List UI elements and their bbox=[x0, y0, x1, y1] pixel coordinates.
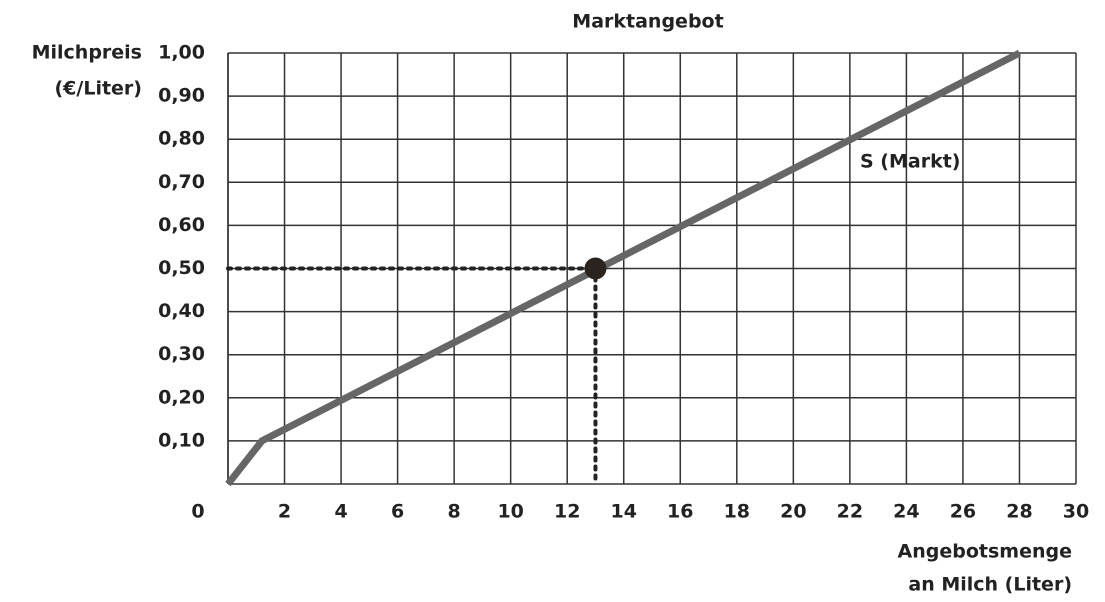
y-tick-label: 0,50 bbox=[158, 257, 205, 279]
y-tick-label: 1,00 bbox=[158, 42, 205, 64]
y-tick-label: 0,30 bbox=[158, 343, 205, 365]
x-tick-label: 4 bbox=[334, 501, 347, 523]
x-axis-label: Angebotsmenge bbox=[898, 541, 1072, 563]
x-tick-label: 24 bbox=[893, 501, 919, 523]
y-tick-label: 0,10 bbox=[158, 429, 205, 451]
series-line bbox=[225, 49, 1022, 487]
x-tick-label: 16 bbox=[667, 501, 693, 523]
x-tick-label: 14 bbox=[611, 501, 637, 523]
x-tick-label: 10 bbox=[497, 501, 523, 523]
x-tick-label: 22 bbox=[837, 501, 863, 523]
x-tick-label: 20 bbox=[780, 501, 806, 523]
x-tick-label: 6 bbox=[391, 501, 404, 523]
x-tick-label: 12 bbox=[554, 501, 580, 523]
x-tick-label: 30 bbox=[1063, 501, 1089, 523]
x-tick-label: 2 bbox=[278, 501, 291, 523]
x-tick-label: 8 bbox=[448, 501, 461, 523]
x-tick-label: 28 bbox=[1006, 501, 1032, 523]
y-tick-label: 0,90 bbox=[158, 85, 205, 107]
x-tick-label: 18 bbox=[724, 501, 750, 523]
series-label: S (Markt) bbox=[860, 151, 960, 173]
y-tick-label: 0,80 bbox=[158, 128, 205, 150]
y-tick-label: 0,20 bbox=[158, 386, 205, 408]
y-tick-label: 0,70 bbox=[158, 171, 205, 193]
y-tick-label: 0,60 bbox=[158, 214, 205, 236]
x-tick-label: 26 bbox=[950, 501, 976, 523]
x-tick-label: 0 bbox=[191, 501, 204, 523]
y-tick-label: 0,40 bbox=[158, 300, 205, 322]
y-axis-label: Milchpreis bbox=[32, 42, 142, 64]
chart-title: Marktangebot bbox=[572, 11, 723, 33]
point bbox=[584, 257, 607, 280]
y-axis-label: (€/Liter) bbox=[55, 78, 143, 100]
x-axis-label: an Milch (Liter) bbox=[908, 574, 1072, 596]
